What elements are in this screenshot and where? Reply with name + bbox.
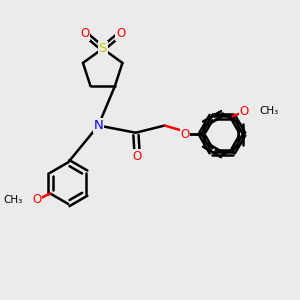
Text: N: N: [94, 119, 103, 132]
Text: O: O: [33, 193, 42, 206]
Text: O: O: [133, 150, 142, 163]
Text: CH₃: CH₃: [259, 106, 278, 116]
Text: O: O: [116, 27, 125, 40]
Text: O: O: [80, 27, 89, 40]
Text: O: O: [180, 128, 189, 141]
Text: CH₃: CH₃: [3, 195, 22, 206]
Text: S: S: [98, 42, 107, 55]
Text: O: O: [239, 105, 249, 119]
